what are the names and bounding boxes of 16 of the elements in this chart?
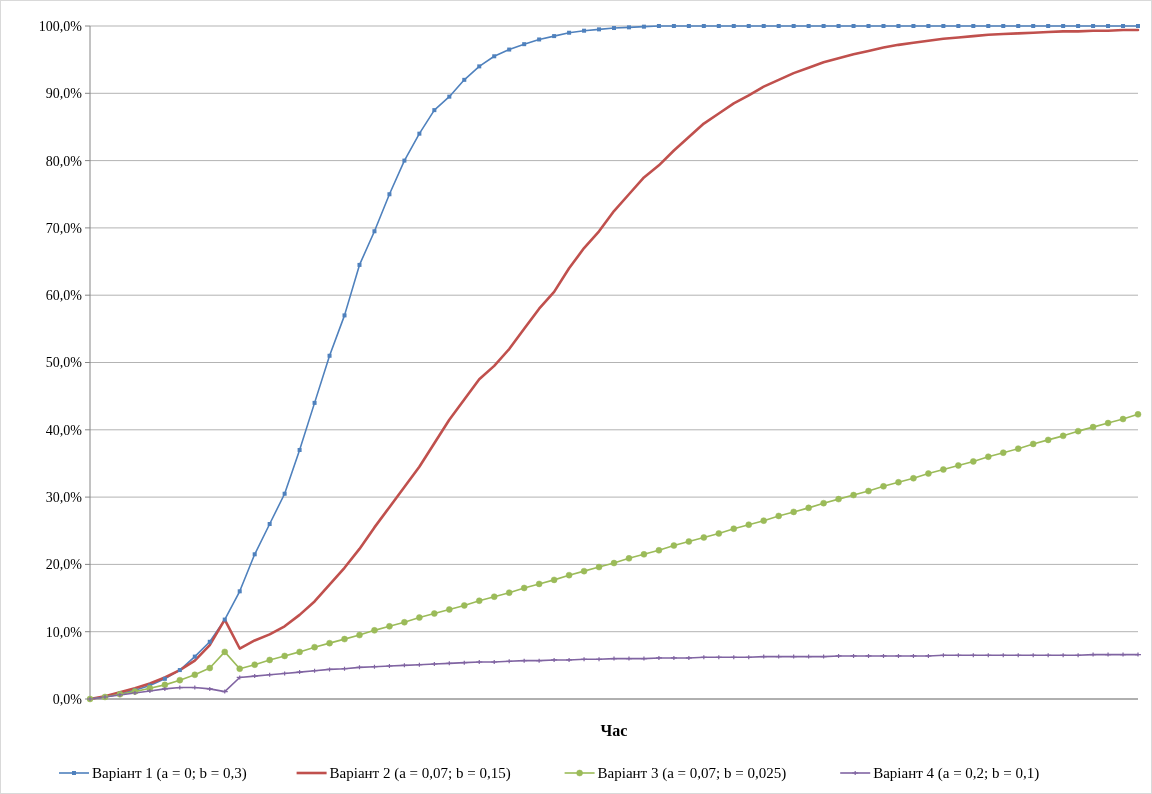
y-tick-label: 10,0%: [45, 624, 83, 640]
y-tick-label: 20,0%: [45, 557, 83, 573]
legend-label: Варіант 2 (a = 0,07; b = 0,15): [329, 765, 511, 783]
legend-label: Варіант 1 (a = 0; b = 0,3): [92, 765, 247, 783]
y-tick-label: 90,0%: [45, 86, 83, 102]
y-tick-label: 40,0%: [45, 422, 83, 438]
y-tick-label: 70,0%: [45, 220, 83, 236]
x-axis-title: Час: [600, 722, 628, 739]
legend-label: Варіант 4 (a = 0,2; b = 0,1): [873, 765, 1040, 783]
y-tick-label: 100,0%: [38, 18, 83, 34]
y-tick-label: 80,0%: [45, 153, 83, 169]
legend-label: Варіант 3 (a = 0,07; b = 0,025): [597, 765, 787, 783]
y-tick-label: 60,0%: [45, 288, 83, 304]
y-tick-label: 50,0%: [45, 355, 83, 371]
y-tick-label: 0,0%: [52, 691, 83, 707]
y-tick-label: 30,0%: [45, 490, 83, 505]
